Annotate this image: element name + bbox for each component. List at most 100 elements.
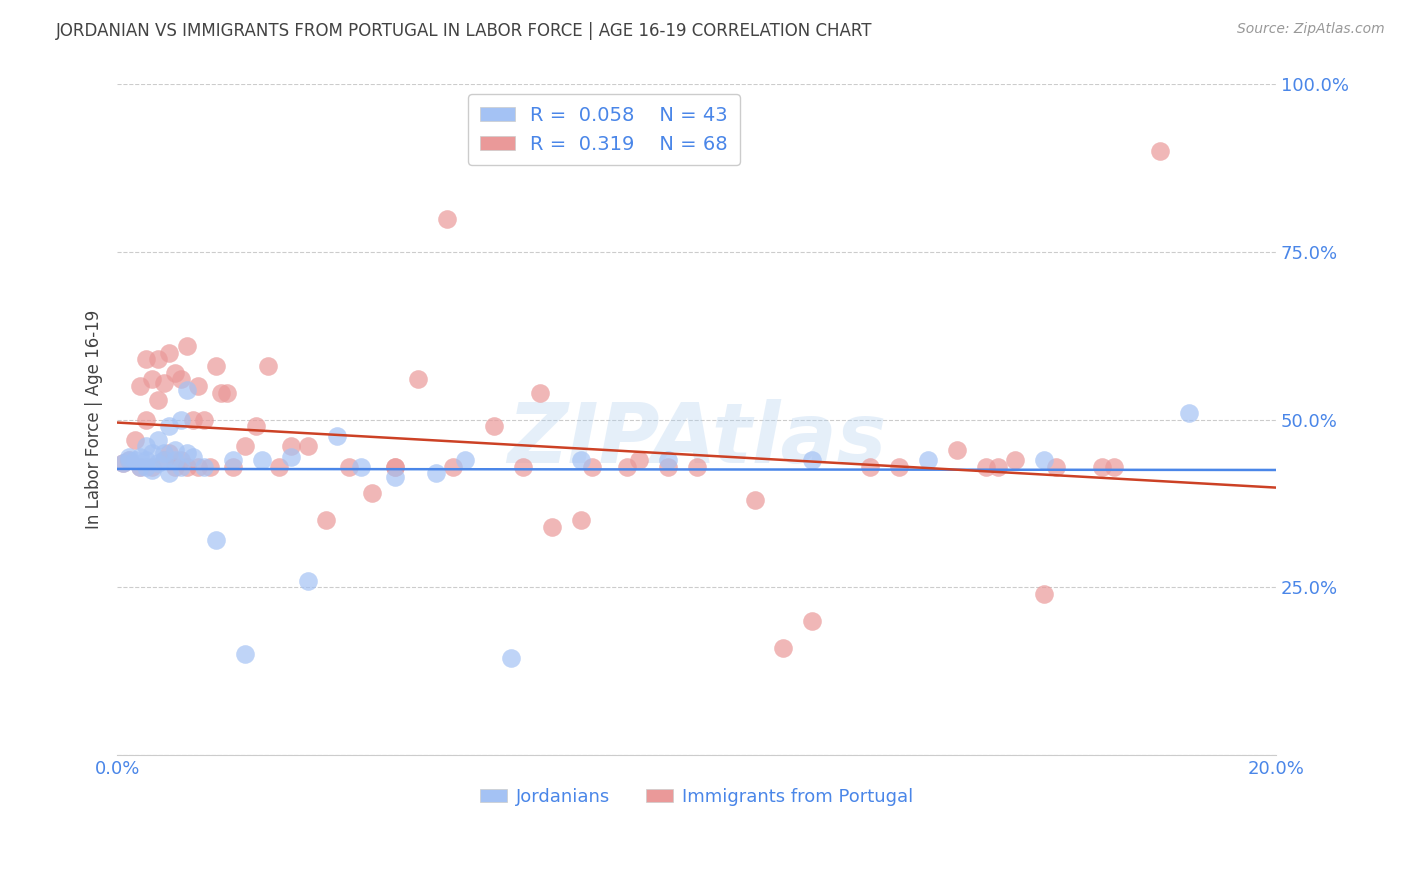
Point bbox=[859, 459, 882, 474]
Point bbox=[772, 640, 794, 655]
Point bbox=[512, 459, 534, 474]
Point bbox=[425, 467, 447, 481]
Point bbox=[250, 453, 273, 467]
Point bbox=[408, 372, 430, 386]
Point bbox=[187, 379, 209, 393]
Point bbox=[245, 419, 267, 434]
Point bbox=[176, 339, 198, 353]
Point bbox=[193, 459, 215, 474]
Point bbox=[176, 383, 198, 397]
Point bbox=[315, 513, 337, 527]
Point bbox=[135, 440, 157, 454]
Point bbox=[946, 442, 969, 457]
Point bbox=[124, 453, 146, 467]
Point bbox=[361, 486, 384, 500]
Point bbox=[135, 453, 157, 467]
Point bbox=[165, 366, 187, 380]
Point bbox=[889, 459, 911, 474]
Point bbox=[170, 412, 193, 426]
Point bbox=[181, 450, 204, 464]
Point bbox=[269, 459, 291, 474]
Point bbox=[280, 440, 302, 454]
Point bbox=[616, 459, 638, 474]
Point bbox=[569, 513, 592, 527]
Point bbox=[211, 385, 233, 400]
Point bbox=[135, 459, 157, 474]
Point bbox=[198, 459, 221, 474]
Point bbox=[657, 453, 679, 467]
Point bbox=[176, 446, 198, 460]
Point bbox=[129, 450, 152, 464]
Point bbox=[569, 453, 592, 467]
Point bbox=[482, 419, 505, 434]
Point bbox=[801, 453, 824, 467]
Point bbox=[146, 456, 169, 470]
Point bbox=[141, 372, 163, 386]
Point bbox=[436, 211, 458, 226]
Point bbox=[118, 453, 141, 467]
Point bbox=[233, 648, 256, 662]
Point bbox=[974, 459, 997, 474]
Point bbox=[349, 459, 371, 474]
Point bbox=[1045, 459, 1067, 474]
Point bbox=[157, 467, 180, 481]
Point bbox=[233, 440, 256, 454]
Point bbox=[124, 433, 146, 447]
Point bbox=[657, 459, 679, 474]
Point bbox=[170, 372, 193, 386]
Point bbox=[141, 459, 163, 474]
Point bbox=[181, 412, 204, 426]
Point bbox=[627, 453, 650, 467]
Point bbox=[222, 459, 245, 474]
Point bbox=[685, 459, 707, 474]
Point bbox=[129, 459, 152, 474]
Text: ZIPAtlas: ZIPAtlas bbox=[508, 400, 886, 480]
Point bbox=[1149, 145, 1171, 159]
Point bbox=[529, 385, 551, 400]
Point bbox=[165, 442, 187, 457]
Point bbox=[744, 493, 766, 508]
Point bbox=[146, 392, 169, 407]
Point bbox=[135, 352, 157, 367]
Point bbox=[917, 453, 939, 467]
Point bbox=[157, 345, 180, 359]
Point bbox=[297, 440, 319, 454]
Point bbox=[987, 459, 1010, 474]
Point bbox=[222, 453, 245, 467]
Point bbox=[501, 650, 523, 665]
Point bbox=[1033, 587, 1056, 601]
Point bbox=[280, 450, 302, 464]
Point bbox=[170, 453, 193, 467]
Point bbox=[111, 456, 134, 470]
Point bbox=[157, 419, 180, 434]
Point bbox=[176, 459, 198, 474]
Point bbox=[1178, 406, 1201, 420]
Point bbox=[111, 456, 134, 470]
Point bbox=[141, 463, 163, 477]
Point bbox=[217, 385, 239, 400]
Point bbox=[1004, 453, 1026, 467]
Point bbox=[118, 450, 141, 464]
Point bbox=[256, 359, 278, 373]
Point bbox=[118, 453, 141, 467]
Point bbox=[152, 453, 174, 467]
Y-axis label: In Labor Force | Age 16-19: In Labor Force | Age 16-19 bbox=[86, 310, 103, 529]
Point bbox=[146, 352, 169, 367]
Point bbox=[193, 412, 215, 426]
Point bbox=[540, 520, 562, 534]
Point bbox=[1102, 459, 1125, 474]
Point bbox=[204, 533, 226, 548]
Point bbox=[135, 412, 157, 426]
Point bbox=[157, 446, 180, 460]
Point bbox=[152, 376, 174, 390]
Point bbox=[146, 433, 169, 447]
Point bbox=[165, 453, 187, 467]
Point bbox=[441, 459, 464, 474]
Point bbox=[326, 429, 349, 443]
Point bbox=[1033, 453, 1056, 467]
Point bbox=[204, 359, 226, 373]
Point bbox=[129, 459, 152, 474]
Legend: Jordanians, Immigrants from Portugal: Jordanians, Immigrants from Portugal bbox=[472, 780, 921, 813]
Point bbox=[129, 379, 152, 393]
Text: Source: ZipAtlas.com: Source: ZipAtlas.com bbox=[1237, 22, 1385, 37]
